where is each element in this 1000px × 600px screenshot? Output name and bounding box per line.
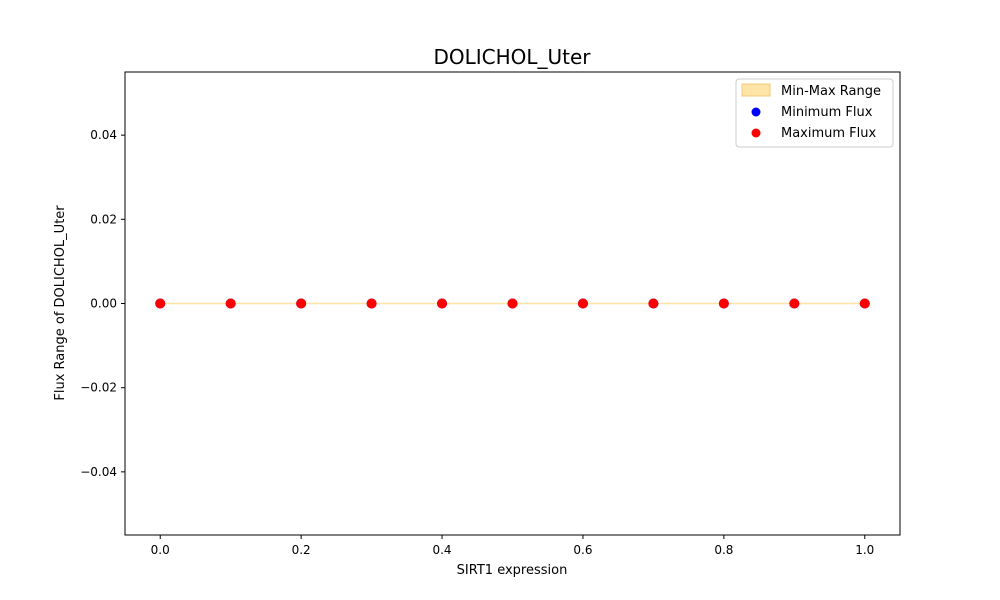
maximum-flux-point — [718, 298, 729, 309]
legend-swatch-range — [741, 83, 771, 97]
y-axis-label: Flux Range of DOLICHOL_Uter — [53, 205, 68, 401]
legend-label-range: Min-Max Range — [781, 84, 881, 99]
x-axis: 0.0 0.2 0.4 0.6 0.8 1.0 — [151, 535, 874, 557]
x-tick-label: 0.6 — [573, 543, 592, 557]
maximum-flux-point — [859, 298, 870, 309]
maximum-flux-point — [648, 298, 659, 309]
maximum-flux-point — [155, 298, 166, 309]
maximum-flux-point — [789, 298, 800, 309]
y-tick-label: −0.02 — [80, 381, 117, 395]
x-tick-label: 0.2 — [292, 543, 311, 557]
maximum-flux-point — [577, 298, 588, 309]
maximum-flux-point — [437, 298, 448, 309]
legend-marker-minimum — [751, 107, 761, 117]
y-tick-label: 0.04 — [90, 128, 117, 142]
y-axis: −0.04 −0.02 0.00 0.02 0.04 — [80, 128, 125, 479]
x-axis-label: SIRT1 expression — [457, 563, 568, 578]
y-tick-label: 0.02 — [90, 212, 117, 226]
maximum-flux-point — [366, 298, 377, 309]
legend: Min-Max Range Minimum Flux Maximum Flux — [735, 78, 894, 148]
legend-label-minimum: Minimum Flux — [781, 105, 873, 120]
y-tick-label: −0.04 — [80, 465, 117, 479]
chart-title: DOLICHOL_Uter — [433, 45, 591, 69]
legend-label-maximum: Maximum Flux — [781, 126, 877, 141]
x-tick-label: 1.0 — [855, 543, 874, 557]
maximum-flux-point — [296, 298, 307, 309]
points-layer — [155, 298, 870, 309]
x-tick-label: 0.8 — [714, 543, 733, 557]
legend-box — [735, 78, 894, 148]
x-tick-label: 0.4 — [432, 543, 451, 557]
y-tick-label: 0.00 — [90, 297, 117, 311]
x-tick-label: 0.0 — [151, 543, 170, 557]
maximum-flux-point — [507, 298, 518, 309]
legend-marker-maximum — [751, 128, 761, 138]
maximum-flux-point — [225, 298, 236, 309]
